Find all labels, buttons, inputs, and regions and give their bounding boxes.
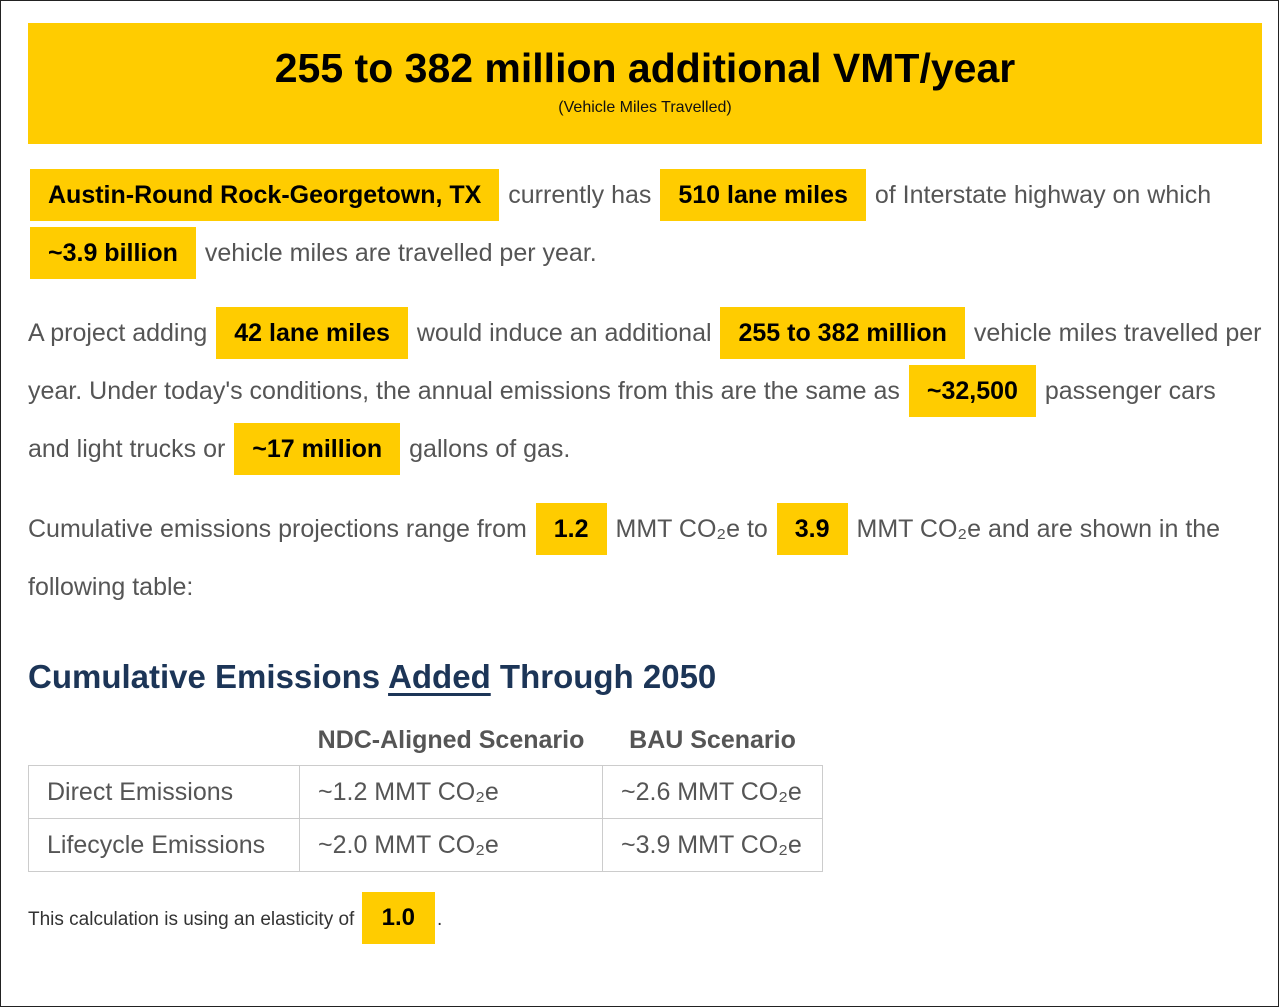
text: of Interstate highway on which xyxy=(874,181,1212,209)
result-banner: 255 to 382 million additional VMT/year (… xyxy=(28,23,1262,144)
text: MMT CO₂e to xyxy=(615,515,768,543)
text: would induce an additional xyxy=(416,319,712,347)
highlight: 255 to 382 million xyxy=(720,307,965,359)
header-row: NDC-Aligned Scenario BAU Scenario xyxy=(29,726,823,766)
column-header: NDC-Aligned Scenario xyxy=(317,726,585,754)
table-cell: ~2.6 MMT CO₂e xyxy=(602,765,823,819)
text: . xyxy=(436,909,443,930)
text: This calculation is using an elasticity … xyxy=(28,909,355,930)
table-cell: ~3.9 MMT CO₂e xyxy=(602,818,823,872)
highlight: Austin-Round Rock-Georgetown, TX xyxy=(30,169,500,221)
table-row: Direct Emissions ~1.2 MMT CO₂e ~2.6 MMT … xyxy=(28,765,823,819)
paragraph: A project adding 42 lane miles would ind… xyxy=(28,304,1262,478)
text: vehicle miles are travelled per year. xyxy=(204,239,597,267)
banner-subtitle: (Vehicle Miles Travelled) xyxy=(558,99,732,116)
column-header: BAU Scenario xyxy=(629,726,796,754)
paragraph: Austin-Round Rock-Georgetown, TX current… xyxy=(28,166,1262,282)
text: passenger cars and light trucks or xyxy=(28,377,1216,463)
highlight: ~32,500 xyxy=(908,365,1036,417)
text: MMT CO₂e and are shown in the following … xyxy=(28,515,1221,601)
heading-emphasis: Added xyxy=(388,658,491,695)
emissions-table: NDC-Aligned Scenario BAU Scenario Direct… xyxy=(28,726,823,872)
text: A project adding xyxy=(28,319,208,347)
row-label: Lifecycle Emissions xyxy=(28,818,300,872)
highlight: 510 lane miles xyxy=(660,169,866,221)
text: Cumulative emissions projections range f… xyxy=(28,515,527,543)
paragraph: Cumulative emissions projections range f… xyxy=(28,500,1262,616)
text: vehicle miles travelled per year. Under … xyxy=(28,319,1262,405)
banner-title: 255 to 382 million additional VMT/year xyxy=(274,45,1016,91)
footnote: This calculation is using an elasticity … xyxy=(28,892,1262,946)
text: gallons of gas. xyxy=(409,435,571,463)
table-cell: ~2.0 MMT CO₂e xyxy=(299,818,603,872)
highlight: ~3.9 billion xyxy=(30,227,196,279)
heading-text: Cumulative Emissions xyxy=(28,658,381,695)
highlight: 1.2 xyxy=(535,503,607,555)
highlight: ~17 million xyxy=(234,423,401,475)
row-label: Direct Emissions xyxy=(28,765,300,819)
text: currently has xyxy=(508,181,652,209)
table-cell: ~1.2 MMT CO₂e xyxy=(299,765,603,819)
section-heading: Cumulative Emissions Added Through 2050 xyxy=(28,658,1262,696)
corner-cell xyxy=(29,726,300,766)
highlight: 1.0 xyxy=(361,892,435,944)
highlight: 3.9 xyxy=(776,503,848,555)
highlight: 42 lane miles xyxy=(216,307,408,359)
table-row: Lifecycle Emissions ~2.0 MMT CO₂e ~3.9 M… xyxy=(28,818,823,872)
heading-text: Through 2050 xyxy=(499,658,717,695)
